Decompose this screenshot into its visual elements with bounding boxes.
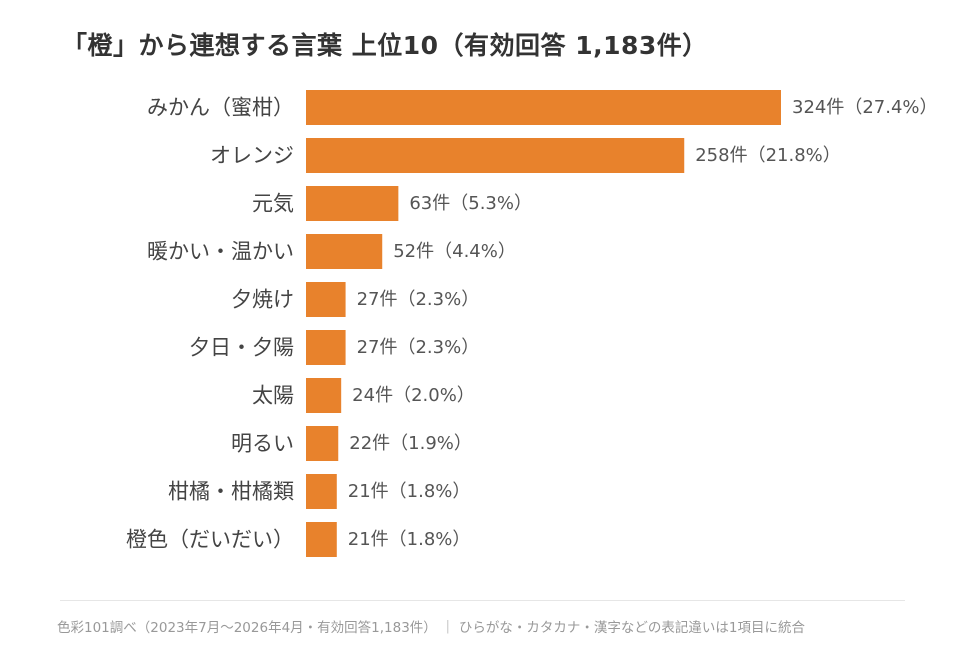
- bar-4: [306, 282, 346, 317]
- bar-0: [306, 90, 781, 125]
- category-label-0: みかん（蜜柑）: [147, 96, 294, 120]
- category-label-6: 太陽: [252, 384, 294, 408]
- bar-6: [306, 378, 342, 413]
- bar-5: [306, 330, 346, 365]
- bar-2: [306, 186, 399, 221]
- value-label-7: 22件（1.9%）: [349, 433, 472, 454]
- bar-8: [306, 474, 337, 509]
- footnote: 色彩101調べ（2023年7月〜2026年4月・有効回答1,183件） ｜ ひら…: [57, 620, 805, 636]
- value-label-5: 27件（2.3%）: [357, 337, 480, 358]
- chart-title: 「橙」から連想する言葉 上位10（有効回答 1,183件）: [62, 31, 708, 60]
- value-label-4: 27件（2.3%）: [357, 289, 480, 310]
- bar-chart: みかん（蜜柑） 324件（27.4%） オレンジ 258件（21.8%） 元気 63件（5…: [126, 90, 938, 557]
- value-label-8: 21件（1.8%）: [348, 481, 471, 502]
- bar-7: [306, 426, 339, 461]
- category-label-5: 夕日・夕陽: [189, 336, 294, 360]
- value-label-9: 21件（1.8%）: [348, 529, 471, 550]
- bar-3: [306, 234, 383, 269]
- bar-1: [306, 138, 685, 173]
- category-label-7: 明るい: [231, 432, 294, 456]
- value-label-0: 324件（27.4%）: [792, 97, 938, 118]
- bar-9: [306, 522, 337, 557]
- category-label-3: 暖かい・温かい: [147, 240, 294, 264]
- category-label-4: 夕焼け: [231, 288, 294, 312]
- value-label-6: 24件（2.0%）: [352, 385, 475, 406]
- value-label-3: 52件（4.4%）: [393, 241, 516, 262]
- category-label-1: オレンジ: [210, 144, 294, 168]
- category-label-8: 柑橘・柑橘類: [168, 480, 294, 504]
- footer-divider: [60, 600, 905, 601]
- value-label-1: 258件（21.8%）: [695, 145, 841, 166]
- category-label-9: 橙色（だいだい）: [126, 528, 294, 552]
- category-label-2: 元気: [252, 192, 294, 216]
- value-label-2: 63件（5.3%）: [409, 193, 532, 214]
